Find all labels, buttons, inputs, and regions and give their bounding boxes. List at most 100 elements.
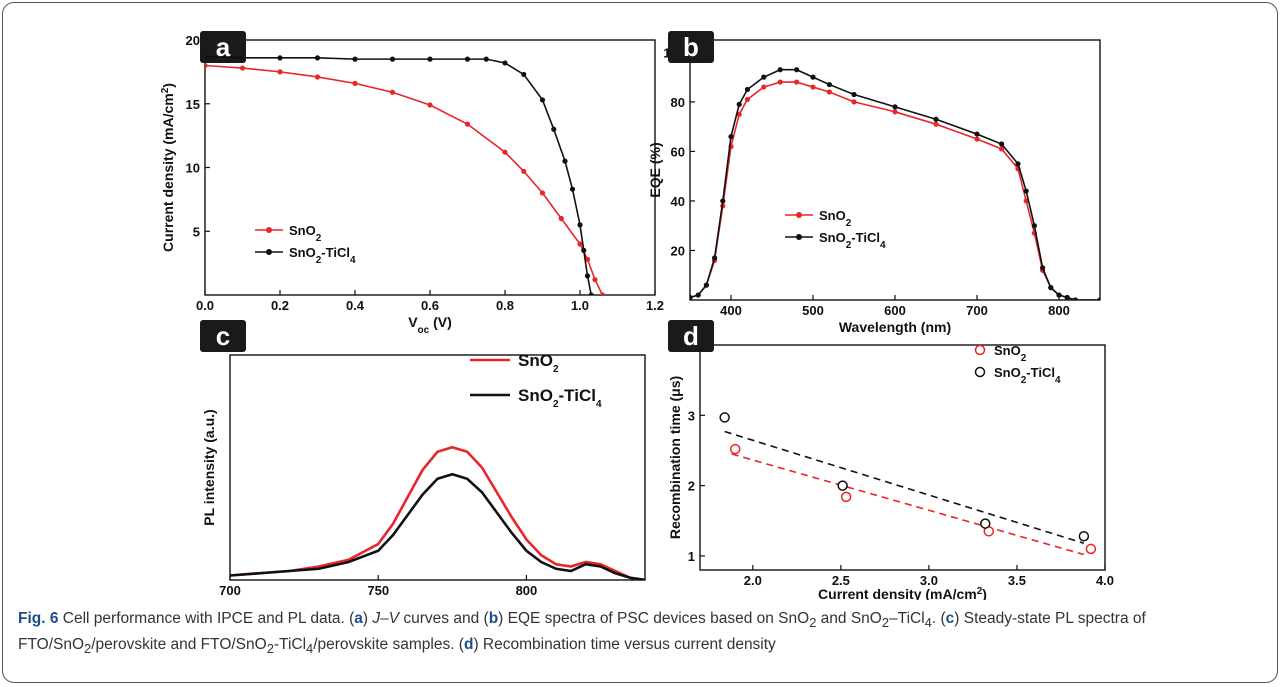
- legend-label-part: SnO: [518, 386, 553, 405]
- caption-ref-c: c: [945, 610, 955, 627]
- data-point: [744, 86, 751, 93]
- series-line: [690, 81, 1100, 300]
- data-point: [464, 56, 471, 62]
- series-sno2: [230, 445, 645, 580]
- caption-text: ) Steady-state PL spectra of FTO/SnO: [18, 610, 1146, 654]
- y-axis-label: PL intensity (a.u.): [201, 409, 217, 525]
- caption-sub: 2: [84, 641, 92, 657]
- legend-item: SnO2-TiCl4: [785, 230, 886, 251]
- y-tick-label: 1: [688, 549, 695, 564]
- data-point: [761, 84, 767, 90]
- data-point: [592, 277, 598, 283]
- y-axis-label: Current density (mA/cm2): [160, 83, 177, 252]
- y-tick-label: 60: [671, 144, 685, 159]
- x-axis-label-part: V: [408, 314, 418, 330]
- data-point: [980, 518, 991, 529]
- badge-bg: [668, 320, 714, 352]
- plot-frame: [229, 354, 646, 581]
- y-axis-label-part: 2: [160, 87, 171, 93]
- panel-c: 700 750 800 Wavelength (nm) PL intensity (a.…: [200, 320, 646, 600]
- legend-label-part: 2: [1021, 375, 1027, 386]
- legend-label-part: SnO: [994, 365, 1021, 380]
- legend-label-part: -TiCl: [1026, 365, 1055, 380]
- data-point: [761, 74, 767, 80]
- data-point: [736, 101, 742, 107]
- panel-a: 0.0 0.2 0.4 0.6 0.8 1.0 1.2 5 10 15 20 Voc (V) Curre…: [160, 31, 664, 336]
- badge-letter: c: [216, 321, 230, 351]
- fit-line: [731, 453, 1085, 556]
- figure-caption: Fig. 6 Cell performance with IPCE and PL…: [18, 608, 1268, 660]
- series-line: [205, 55, 593, 295]
- legend-item: SnO2: [255, 223, 322, 244]
- data-point: [810, 74, 816, 80]
- data-point: [999, 146, 1005, 152]
- legend-label-part: 2: [316, 255, 322, 266]
- legend-label-part: 2: [553, 364, 559, 375]
- caption-text: /perovskite samples. (: [313, 636, 464, 654]
- y-axis-label-part: ): [160, 83, 176, 88]
- data-point: [502, 149, 508, 155]
- data-point: [933, 121, 939, 127]
- data-point: [464, 121, 471, 127]
- legend-label-part: SnO: [289, 245, 316, 260]
- data-point: [794, 79, 800, 85]
- legend-label-part: 4: [1055, 375, 1061, 386]
- data-point: [239, 65, 246, 71]
- data-point: [584, 273, 591, 279]
- legend-label-part: SnO: [994, 343, 1021, 358]
- panel-badge-b: b: [668, 31, 714, 63]
- x-tick-label: 800: [1048, 303, 1070, 318]
- caption-ref-a: a: [354, 610, 363, 627]
- legend-label: SnO2-TiCl4: [518, 386, 602, 410]
- data-point: [539, 97, 546, 103]
- data-point: [581, 247, 587, 253]
- x-axis-label-part: oc: [418, 325, 430, 336]
- x-axis-label: Wavelength (nm): [381, 599, 493, 600]
- x-tick-label: 800: [516, 583, 538, 598]
- data-point: [794, 67, 800, 73]
- legend-label: SnO2-TiCl4: [994, 365, 1061, 386]
- panel-badge-a: a: [200, 31, 246, 63]
- plot-frame: [699, 344, 1106, 571]
- legend-marker: [974, 366, 986, 378]
- x-tick-label: 3.0: [920, 573, 938, 588]
- data-point: [314, 74, 321, 80]
- data-point: [427, 56, 433, 62]
- data-point: [599, 292, 606, 295]
- legend-marker: [266, 249, 272, 255]
- legend: SnO2 SnO2-TiCl4: [470, 351, 602, 410]
- x-tick-label: 700: [219, 583, 241, 598]
- caption-sub: 4: [306, 641, 314, 657]
- x-tick-label: 1.2: [646, 298, 664, 313]
- legend-label-part: 2: [1021, 353, 1027, 364]
- badge-bg: [200, 31, 246, 63]
- data-point: [729, 443, 741, 455]
- data-point: [588, 292, 594, 295]
- data-point: [1078, 531, 1090, 542]
- data-point: [1072, 297, 1078, 300]
- data-point: [577, 222, 583, 228]
- data-point: [1085, 543, 1097, 555]
- y-tick-label: 20: [186, 33, 200, 48]
- badge-letter: b: [683, 32, 699, 62]
- y-axis-label-part: Current density (mA/cm: [160, 93, 176, 252]
- plot-area: [230, 445, 645, 580]
- legend-item: SnO2-TiCl4: [974, 365, 1061, 386]
- data-point: [974, 136, 980, 142]
- series-sno2: [205, 62, 606, 295]
- data-point: [690, 294, 693, 300]
- legend-label-part: 2: [846, 240, 852, 251]
- data-point: [892, 109, 898, 115]
- caption-sub: 2: [809, 615, 817, 631]
- legend-label: SnO2: [289, 223, 322, 244]
- x-tick-label: 500: [802, 303, 824, 318]
- legend-label-part: SnO: [518, 351, 553, 370]
- y-tick-label: 15: [186, 97, 200, 112]
- data-point: [892, 104, 898, 110]
- data-point: [521, 71, 527, 78]
- caption-text: ) EQE spectra of PSC devices based on Sn…: [498, 610, 810, 627]
- data-point: [999, 141, 1005, 147]
- caption-text: . (: [931, 610, 946, 627]
